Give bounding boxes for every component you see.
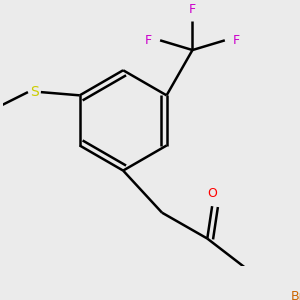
Text: F: F: [232, 34, 240, 47]
Text: F: F: [145, 34, 152, 47]
Text: S: S: [30, 85, 39, 99]
Text: O: O: [207, 188, 217, 200]
Text: F: F: [189, 3, 196, 16]
Text: Br: Br: [291, 290, 300, 300]
